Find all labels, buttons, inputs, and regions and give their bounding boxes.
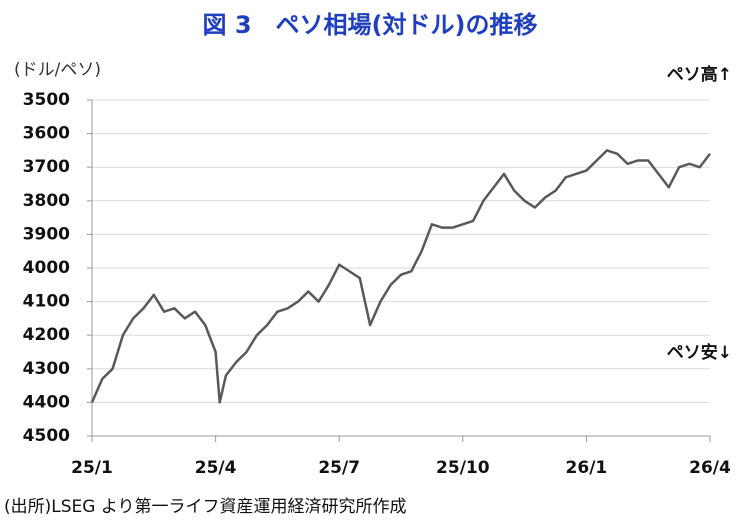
- x-tick-label: 25/4: [195, 458, 237, 478]
- y-tick-label: 4000: [23, 258, 70, 278]
- x-tick-label: 26/1: [566, 458, 608, 478]
- annotation: ペソ安↓: [667, 342, 732, 363]
- x-tick-label: 25/1: [71, 458, 113, 478]
- price-line: [90, 149, 711, 404]
- y-tick-label: 4500: [23, 426, 70, 446]
- y-tick-label: 3900: [23, 224, 70, 244]
- source-note: (出所)LSEG より第一ライフ資産運用経済研究所作成: [4, 497, 407, 517]
- x-tick-label: 25/7: [318, 458, 360, 478]
- x-tick-label: 26/4: [689, 458, 731, 478]
- y-tick-label: 3700: [23, 157, 70, 177]
- annotation: ペソ高↑: [667, 64, 732, 85]
- chart-title: 図 3 ペソ相場(対ドル)の推移: [203, 11, 538, 39]
- x-tick-label: 25/10: [436, 458, 490, 478]
- y-tick-label: 4300: [23, 359, 70, 379]
- y-tick-label: 3800: [23, 191, 70, 211]
- y-tick-label: 4100: [23, 292, 70, 312]
- y-axis-label: (ドル/ペソ): [14, 60, 101, 80]
- y-tick-label: 4400: [23, 392, 70, 412]
- y-tick-label: 3500: [23, 90, 70, 110]
- y-tick-label: 4200: [23, 325, 70, 345]
- y-tick-label: 3600: [23, 124, 70, 144]
